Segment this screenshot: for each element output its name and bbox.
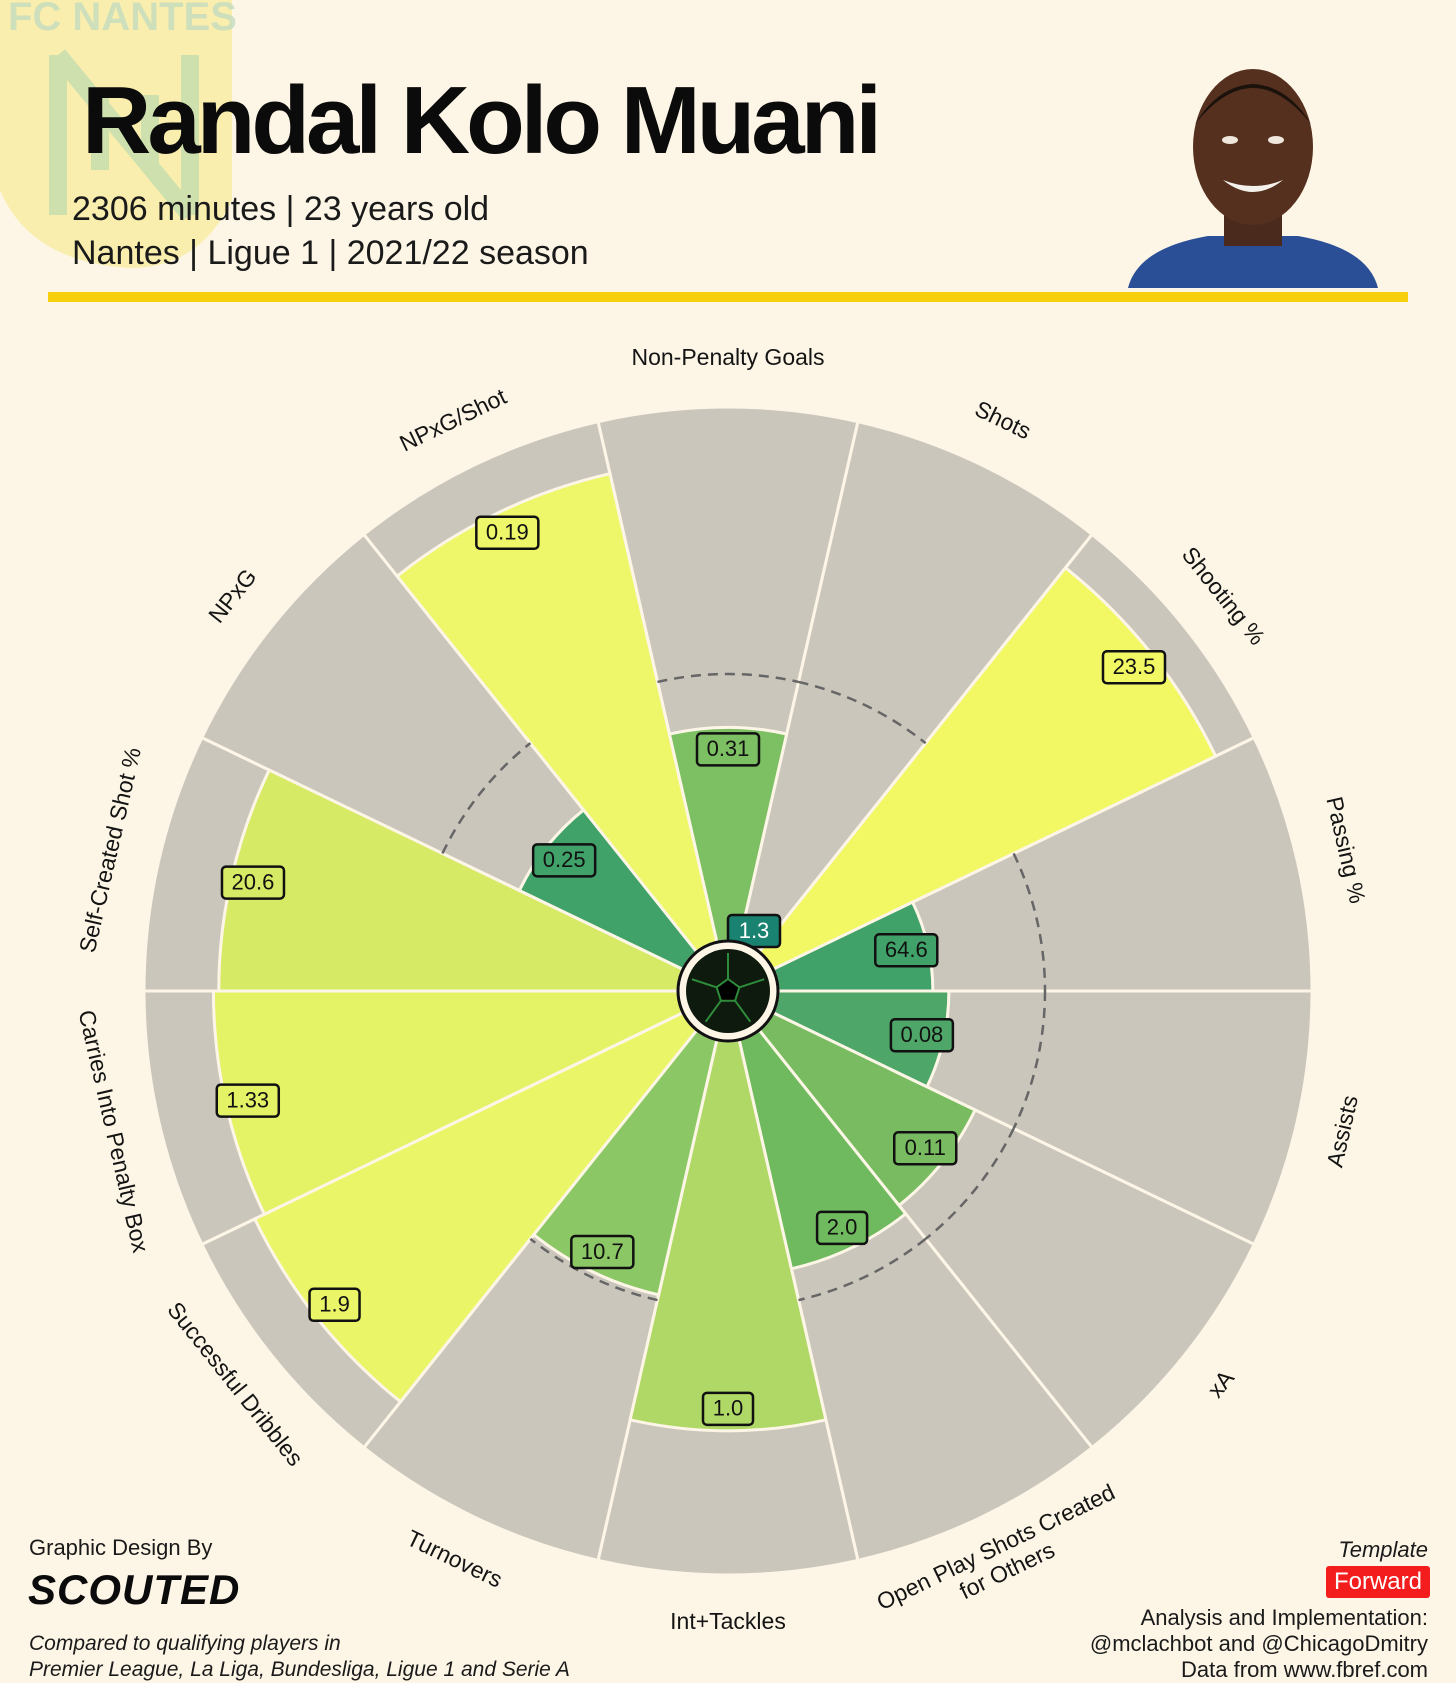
metric-label-turnovers: Turnovers <box>403 1525 507 1593</box>
value-badge-bg-open-play-shots-created-for-others <box>815 1210 869 1246</box>
value-badge-shooting: 23.5 <box>1113 654 1156 679</box>
metric-label-line: NPxG <box>203 564 262 628</box>
player-name: Randal Kolo Muani <box>82 67 882 174</box>
football-seam <box>734 1000 752 1023</box>
photo-hair <box>1195 84 1311 124</box>
metric-label-self-created-shot: Self-Created Shot % <box>74 745 146 955</box>
metric-label-assists: Assists <box>1322 1093 1364 1170</box>
reference-arc-non-penalty-goals <box>657 672 799 684</box>
metric-label-int-tackles: Int+Tackles <box>670 1608 786 1634</box>
value-badge-bg-non-penalty-goals <box>695 732 761 767</box>
template-badge: Forward <box>1325 1566 1430 1598</box>
value-badge-bg-npxg-shot <box>475 515 540 551</box>
data-source-line: Data from www.fbref.com <box>1181 1657 1428 1682</box>
reference-arc-open-play-shots-created-for-others <box>798 1237 927 1302</box>
value-badge-bg-shooting <box>1101 649 1167 685</box>
player-club-league-season: Nantes | Ligue 1 | 2021/22 season <box>72 234 589 272</box>
reference-arc-npxg <box>441 742 532 855</box>
club-crest-watermark: FC NANTES <box>0 0 237 268</box>
metric-label-line: Int+Tackles <box>670 1608 786 1634</box>
metric-label-line: Self-Created Shot % <box>74 745 146 955</box>
value-badge-bg-turnovers <box>570 1234 635 1270</box>
value-badge-bg-passing <box>874 933 939 968</box>
value-badge-int-tackles: 1.0 <box>713 1396 744 1421</box>
metric-label-passing: Passing % <box>1321 794 1371 906</box>
reference-arc-turnovers <box>529 1237 658 1302</box>
value-badge-bg-successful-dribbles <box>308 1287 361 1323</box>
analysis-credit-line2: @mclachbot and @ChicagoDmitry <box>1089 1631 1428 1656</box>
player-photo <box>1128 69 1378 288</box>
photo-smile <box>1223 180 1283 192</box>
photo-shirt <box>1128 236 1378 288</box>
value-badge-npxg-shot: 0.19 <box>486 520 529 545</box>
value-badge-passing: 64.6 <box>885 937 928 962</box>
header-accent-rule <box>48 292 1408 302</box>
value-badge-bg-self-created-shot <box>220 865 286 900</box>
value-badge-bg-assists <box>889 1018 955 1053</box>
reference-arc-passing <box>1012 852 1047 992</box>
value-badge-self-created-shot: 20.6 <box>232 869 275 894</box>
football-seam <box>691 978 717 989</box>
value-badge-xa: 0.11 <box>905 1135 946 1160</box>
photo-head <box>1193 69 1313 225</box>
metric-label-line: NPxG/Shot <box>395 383 510 457</box>
metric-label-shots: Shots <box>971 395 1035 444</box>
scouted-logo: SCOUTED <box>28 1566 241 1613</box>
value-badge-carries-into-penalty-box: 1.33 <box>226 1087 269 1112</box>
reference-arc-xa <box>924 1127 1015 1240</box>
metric-label-non-penalty-goals: Non-Penalty Goals <box>631 344 824 370</box>
crest-watermark-text: FC NANTES <box>8 0 237 39</box>
value-badge-open-play-shots-created-for-others: 2.0 <box>827 1215 858 1240</box>
design-credit-label: Graphic Design By <box>29 1535 213 1560</box>
template-label: Template <box>1338 1537 1428 1562</box>
value-badge-bg-int-tackles <box>701 1391 755 1427</box>
metric-label-line: xA <box>1202 1365 1239 1403</box>
football-seam <box>739 978 765 989</box>
value-badge-assists: 0.08 <box>900 1022 943 1047</box>
photo-right-eye <box>1268 136 1284 144</box>
comparison-note-line2: Premier League, La Liga, Bundesliga, Lig… <box>29 1658 570 1681</box>
photo-left-eye <box>1222 136 1238 144</box>
reference-arc-shots <box>798 680 927 745</box>
value-badge-successful-dribbles: 1.9 <box>319 1292 350 1317</box>
football-seam <box>704 1000 722 1023</box>
reference-ring <box>441 672 1047 1302</box>
analysis-credit-line1: Analysis and Implementation: <box>1140 1605 1428 1630</box>
value-badge-bg-npxg <box>531 843 597 878</box>
reference-arc-assists <box>1012 990 1047 1130</box>
metric-label-line: Non-Penalty Goals <box>631 344 824 370</box>
center-value-badge: 1.3 <box>739 918 770 943</box>
value-badge-non-penalty-goals: 0.31 <box>707 736 750 761</box>
metric-label-xa: xA <box>1202 1365 1239 1403</box>
value-badge-bg-xa <box>892 1131 958 1166</box>
metric-label-line: Shots <box>971 395 1035 444</box>
football-pentagon <box>715 977 741 1002</box>
value-badges: 0.31 23.5 64.6 0.08 0.11 2.0 1.0 10.7 1.9 1.33 20.… <box>215 515 1167 1427</box>
comparison-note-line1: Compared to qualifying players in <box>29 1632 341 1655</box>
metric-label-npxg: NPxG <box>203 564 262 628</box>
player-minutes-age: 2306 minutes | 23 years old <box>72 190 490 228</box>
metric-label-line: Carries Into Penalty Box <box>73 1007 154 1255</box>
value-badge-bg-carries-into-penalty-box <box>215 1083 281 1118</box>
metric-label-carries-into-penalty-box: Carries Into Penalty Box <box>73 1007 154 1255</box>
metric-label-line: Turnovers <box>403 1525 507 1593</box>
wedge-bars <box>211 471 1218 1433</box>
football-icon <box>676 939 780 1043</box>
metric-label-line: Assists <box>1322 1093 1364 1170</box>
metric-label-npxg-shot: NPxG/Shot <box>395 383 510 457</box>
value-badge-turnovers: 10.7 <box>581 1239 624 1264</box>
crest-emblem-shape <box>49 49 199 221</box>
value-badge-npxg: 0.25 <box>543 847 586 872</box>
metric-label-line: Passing % <box>1321 794 1371 906</box>
